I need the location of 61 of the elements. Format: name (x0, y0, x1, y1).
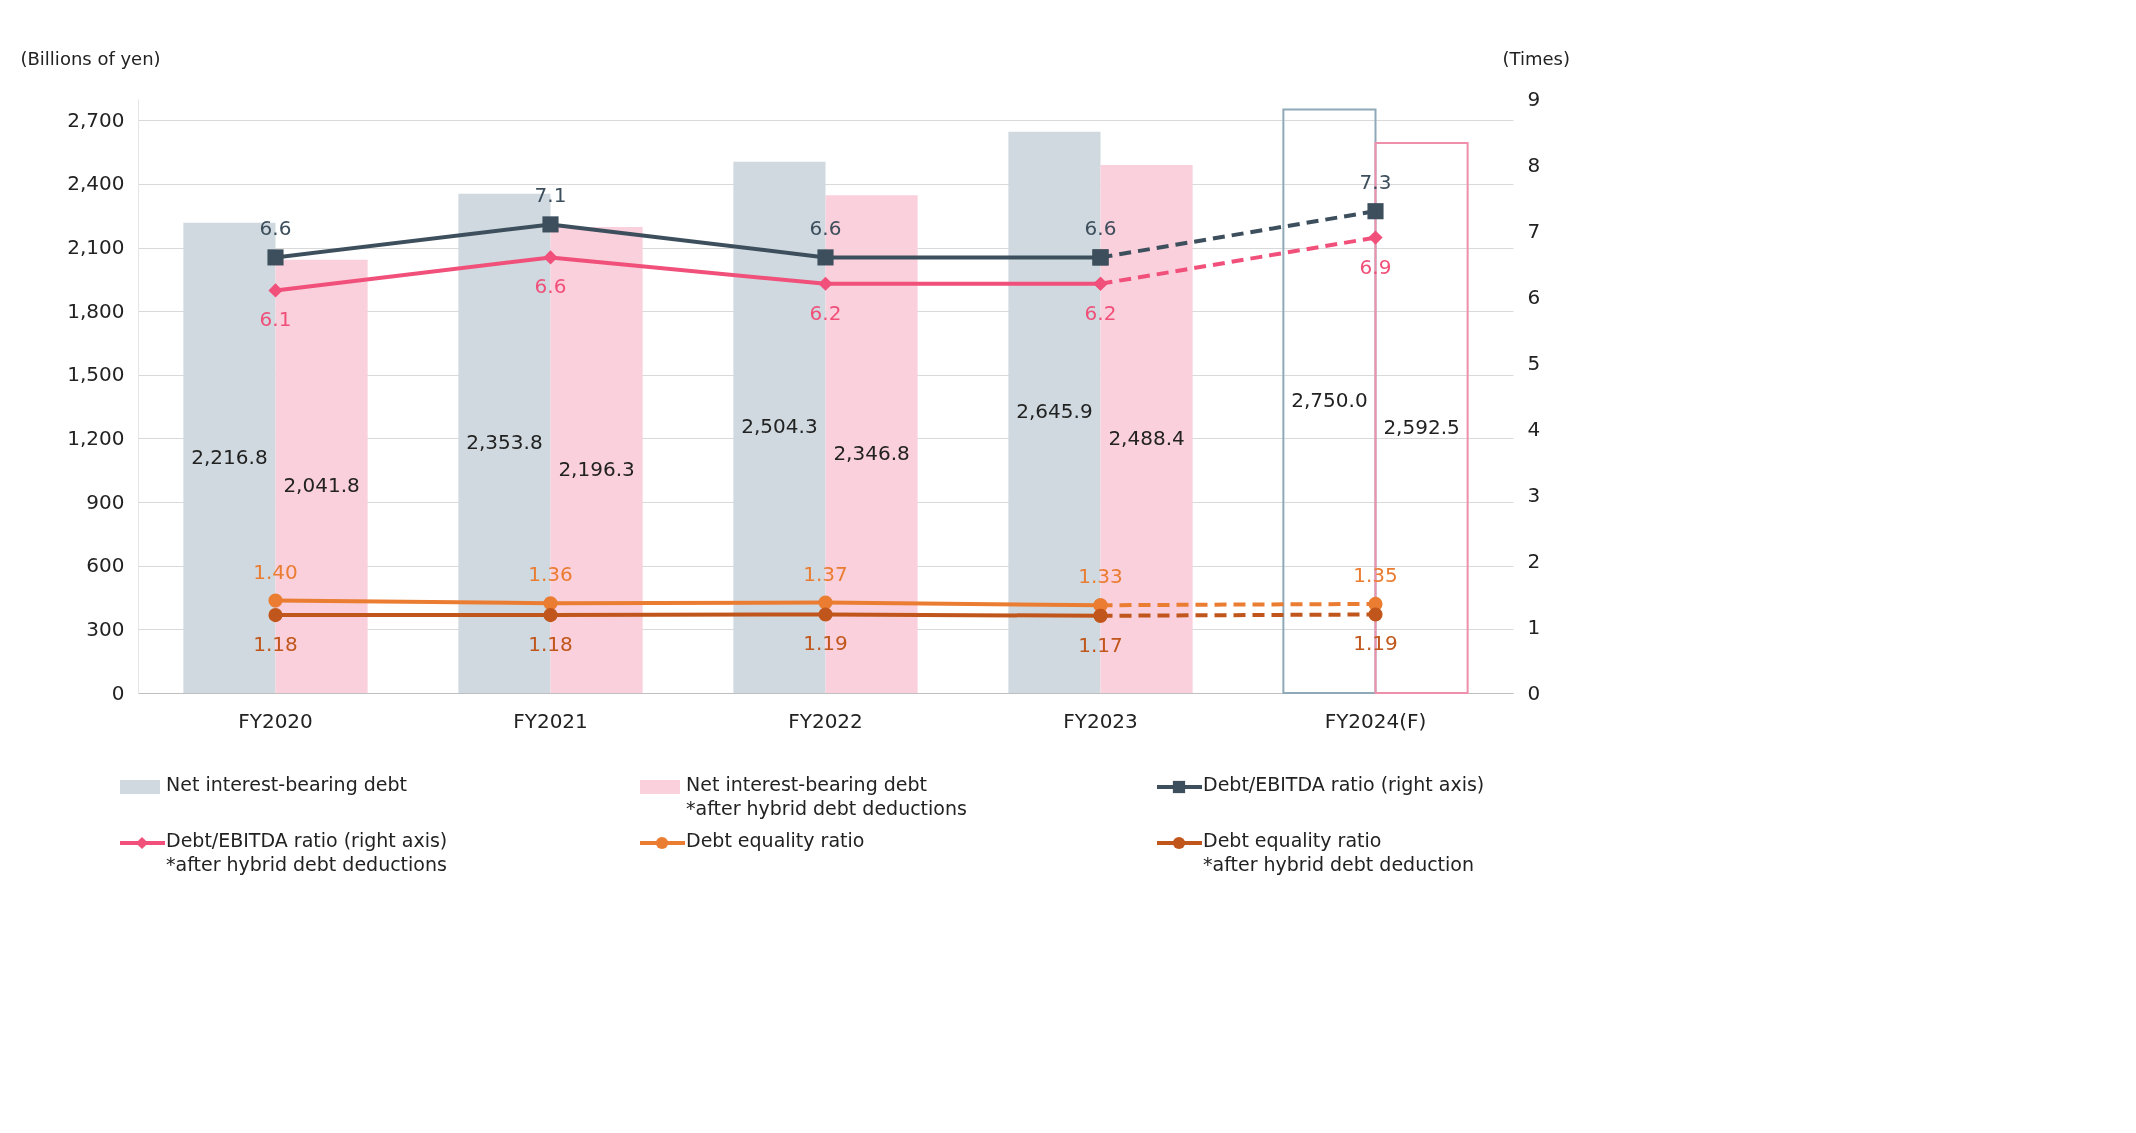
y2-tick-label: 2 (1527, 548, 1541, 573)
data-label: 6.6 (809, 216, 842, 241)
data-label: 2,750.0 (1291, 388, 1368, 413)
data-label: 2,504.3 (741, 414, 818, 439)
y-tick-label: 900 (86, 489, 125, 514)
data-label: 6.6 (1084, 216, 1117, 241)
y2-tick-label: 6 (1527, 284, 1541, 309)
legend-label: Debt equality ratio (686, 829, 865, 851)
legend-label: Debt/EBITDA ratio (right axis) (1203, 773, 1485, 795)
legend-label: Debt equality ratio *after hybrid debt deduction (1203, 829, 1475, 875)
data-label: 1.18 (253, 632, 298, 657)
data-label: 2,645.9 (1016, 399, 1093, 424)
y2-axis-title: (Times) (1502, 47, 1570, 69)
y2-tick-label: 3 (1527, 482, 1541, 507)
y2-tick-label: 8 (1527, 152, 1541, 177)
y-tick-label: 2,700 (67, 107, 125, 132)
y-tick-label: 1,800 (67, 298, 125, 323)
data-label: 6.2 (1084, 300, 1117, 325)
data-label: 1.36 (528, 562, 573, 587)
y-tick-label: 2,400 (67, 171, 125, 196)
y2-tick-label: 7 (1527, 218, 1541, 243)
y2-tick-label: 4 (1527, 416, 1541, 441)
data-label: 2,592.5 (1383, 415, 1460, 440)
data-label: 2,196.3 (558, 457, 635, 482)
y2-tick-label: 9 (1527, 86, 1541, 111)
legend-label: Debt/EBITDA ratio (right axis) *after hybrid debt deductions (166, 829, 448, 875)
data-label: 6.2 (809, 300, 842, 325)
x-tick-label: FY2024(F) (1324, 708, 1427, 733)
y-tick-label: 300 (86, 616, 125, 641)
data-label: 6.6 (534, 274, 567, 299)
data-label: 2,346.8 (833, 441, 910, 466)
data-label: 6.1 (259, 307, 292, 332)
data-label: 2,216.8 (191, 444, 268, 469)
y-tick-label: 1,200 (67, 425, 125, 450)
data-label: 2,488.4 (1108, 426, 1185, 451)
x-tick-label: FY2022 (788, 708, 863, 733)
data-label: 1.40 (253, 559, 298, 584)
x-tick-label: FY2021 (513, 708, 588, 733)
data-label: 6.6 (259, 216, 292, 241)
y-tick-label: 1,500 (67, 362, 125, 387)
legend-label: Net interest-bearing debt (166, 773, 408, 795)
data-label: 1.18 (528, 632, 573, 657)
data-label: 1.19 (803, 631, 848, 656)
y-tick-label: 2,100 (67, 235, 125, 259)
data-label: 1.33 (1078, 564, 1123, 589)
data-label: 1.17 (1078, 632, 1123, 657)
data-label: 2,041.8 (283, 473, 360, 498)
x-tick-label: FY2023 (1063, 708, 1138, 733)
y-tick-label: 0 (111, 680, 125, 705)
y-tick-label: 600 (86, 553, 125, 578)
data-label: 1.35 (1353, 562, 1398, 587)
y2-tick-label: 5 (1527, 350, 1541, 375)
data-label: 1.37 (803, 561, 848, 586)
legend-label: Net interest-bearing debt *after hybrid debt deductions (686, 773, 967, 819)
data-label: 7.1 (534, 183, 567, 208)
y2-tick-label: 1 (1527, 614, 1541, 639)
data-label: 2,353.8 (466, 430, 543, 455)
y-axis-title: (Billions of yen) (20, 47, 161, 69)
y2-tick-label: 0 (1527, 680, 1541, 705)
x-tick-label: FY2020 (238, 708, 313, 733)
data-label: 1.19 (1353, 631, 1398, 656)
